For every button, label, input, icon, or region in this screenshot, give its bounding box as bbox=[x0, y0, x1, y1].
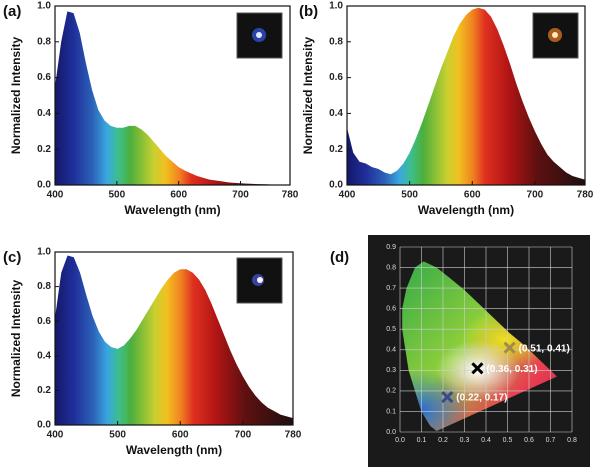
inset-photo bbox=[236, 12, 579, 304]
point-label: (0.51, 0.41) bbox=[519, 343, 570, 354]
y-tick-label: 0.0 bbox=[37, 420, 51, 431]
x-axis-title: Wavelength (nm) bbox=[418, 203, 514, 217]
y-tick-label: 0.9 bbox=[386, 244, 396, 251]
spectrum-area bbox=[347, 7, 585, 186]
x-tick-label: 500 bbox=[109, 430, 126, 441]
x-tick-label: 700 bbox=[232, 190, 249, 201]
x-tick-label: 700 bbox=[235, 430, 252, 441]
plot-frame bbox=[346, 5, 586, 186]
y-tick-label: 1.0 bbox=[329, 1, 343, 12]
y-tick-label: 0.8 bbox=[329, 36, 343, 47]
y-axis-title: Normalized Intensity bbox=[301, 36, 315, 154]
y-tick-label: 1.0 bbox=[37, 1, 51, 12]
y-axis-title: Normalized Intensity bbox=[9, 36, 23, 154]
plot-frame bbox=[54, 251, 294, 426]
y-tick-label: 0.2 bbox=[37, 144, 51, 155]
y-axis-title: Normalized Intensity bbox=[9, 279, 23, 397]
y-tick-label: 1.0 bbox=[37, 247, 51, 258]
y-tick-label: 0.4 bbox=[37, 350, 51, 361]
y-tick-label: 0.4 bbox=[37, 108, 51, 119]
x-tick-label: 600 bbox=[464, 190, 481, 201]
panel-label: (d) bbox=[330, 249, 349, 266]
y-tick-label: 0.3 bbox=[386, 367, 396, 374]
cie-point bbox=[503, 341, 516, 354]
x-tick-label: 0.0 bbox=[395, 437, 405, 444]
x-tick-label: 400 bbox=[47, 190, 64, 201]
y-tick-label: 0.2 bbox=[329, 144, 343, 155]
cie-point bbox=[441, 390, 454, 404]
y-tick-label: 0.4 bbox=[386, 347, 396, 354]
x-tick-label: 0.7 bbox=[546, 437, 556, 444]
point-label: (0.36, 0.31) bbox=[486, 364, 537, 375]
x-axis-title: Wavelength (nm) bbox=[124, 203, 220, 217]
y-tick-label: 0.1 bbox=[386, 408, 396, 415]
x-tick-label: 600 bbox=[172, 430, 189, 441]
y-tick-label: 0.6 bbox=[386, 306, 396, 313]
spectrum-area bbox=[55, 255, 293, 425]
y-tick-label: 0.6 bbox=[37, 316, 51, 327]
plot-frame bbox=[54, 5, 291, 186]
panel-label: (b) bbox=[299, 3, 318, 20]
y-tick-label: 0.2 bbox=[37, 385, 51, 396]
y-tick-label: 0.6 bbox=[37, 72, 51, 83]
x-tick-label: 0.1 bbox=[417, 437, 427, 444]
y-tick-label: 0.8 bbox=[37, 36, 51, 47]
y-tick-label: 0.5 bbox=[386, 326, 396, 333]
y-tick-label: 0.8 bbox=[37, 281, 51, 292]
x-tick-label: 0.2 bbox=[438, 437, 448, 444]
y-tick-label: 0.7 bbox=[386, 285, 396, 292]
y-tick-label: 0.0 bbox=[37, 180, 51, 191]
x-tick-label: 500 bbox=[108, 190, 125, 201]
x-tick-label: 780 bbox=[282, 190, 299, 201]
y-tick-label: 0.8 bbox=[386, 264, 396, 271]
y-tick-label: 0.0 bbox=[386, 429, 396, 436]
panel-label: (a) bbox=[3, 3, 21, 20]
y-tick-label: 0.0 bbox=[329, 180, 343, 191]
y-tick-label: 0.6 bbox=[329, 72, 343, 83]
x-tick-label: 400 bbox=[339, 190, 356, 201]
spectrum-area bbox=[55, 11, 290, 186]
panel-label: (c) bbox=[3, 249, 21, 266]
y-tick-label: 0.2 bbox=[386, 388, 396, 395]
x-tick-label: 400 bbox=[47, 430, 64, 441]
x-tick-label: 0.6 bbox=[524, 437, 534, 444]
x-tick-label: 0.3 bbox=[460, 437, 470, 444]
point-label: (0.22, 0.17) bbox=[456, 393, 507, 404]
x-tick-label: 0.5 bbox=[503, 437, 513, 444]
x-tick-label: 500 bbox=[401, 190, 418, 201]
x-axis-title: Wavelength (nm) bbox=[126, 443, 222, 457]
x-tick-label: 0.4 bbox=[481, 437, 491, 444]
cie-point bbox=[471, 362, 484, 375]
x-tick-label: 0.8 bbox=[567, 437, 577, 444]
y-tick-label: 0.4 bbox=[329, 108, 343, 119]
x-tick-label: 780 bbox=[285, 430, 302, 441]
x-tick-label: 700 bbox=[527, 190, 544, 201]
x-tick-label: 600 bbox=[170, 190, 187, 201]
x-tick-label: 780 bbox=[577, 190, 594, 201]
